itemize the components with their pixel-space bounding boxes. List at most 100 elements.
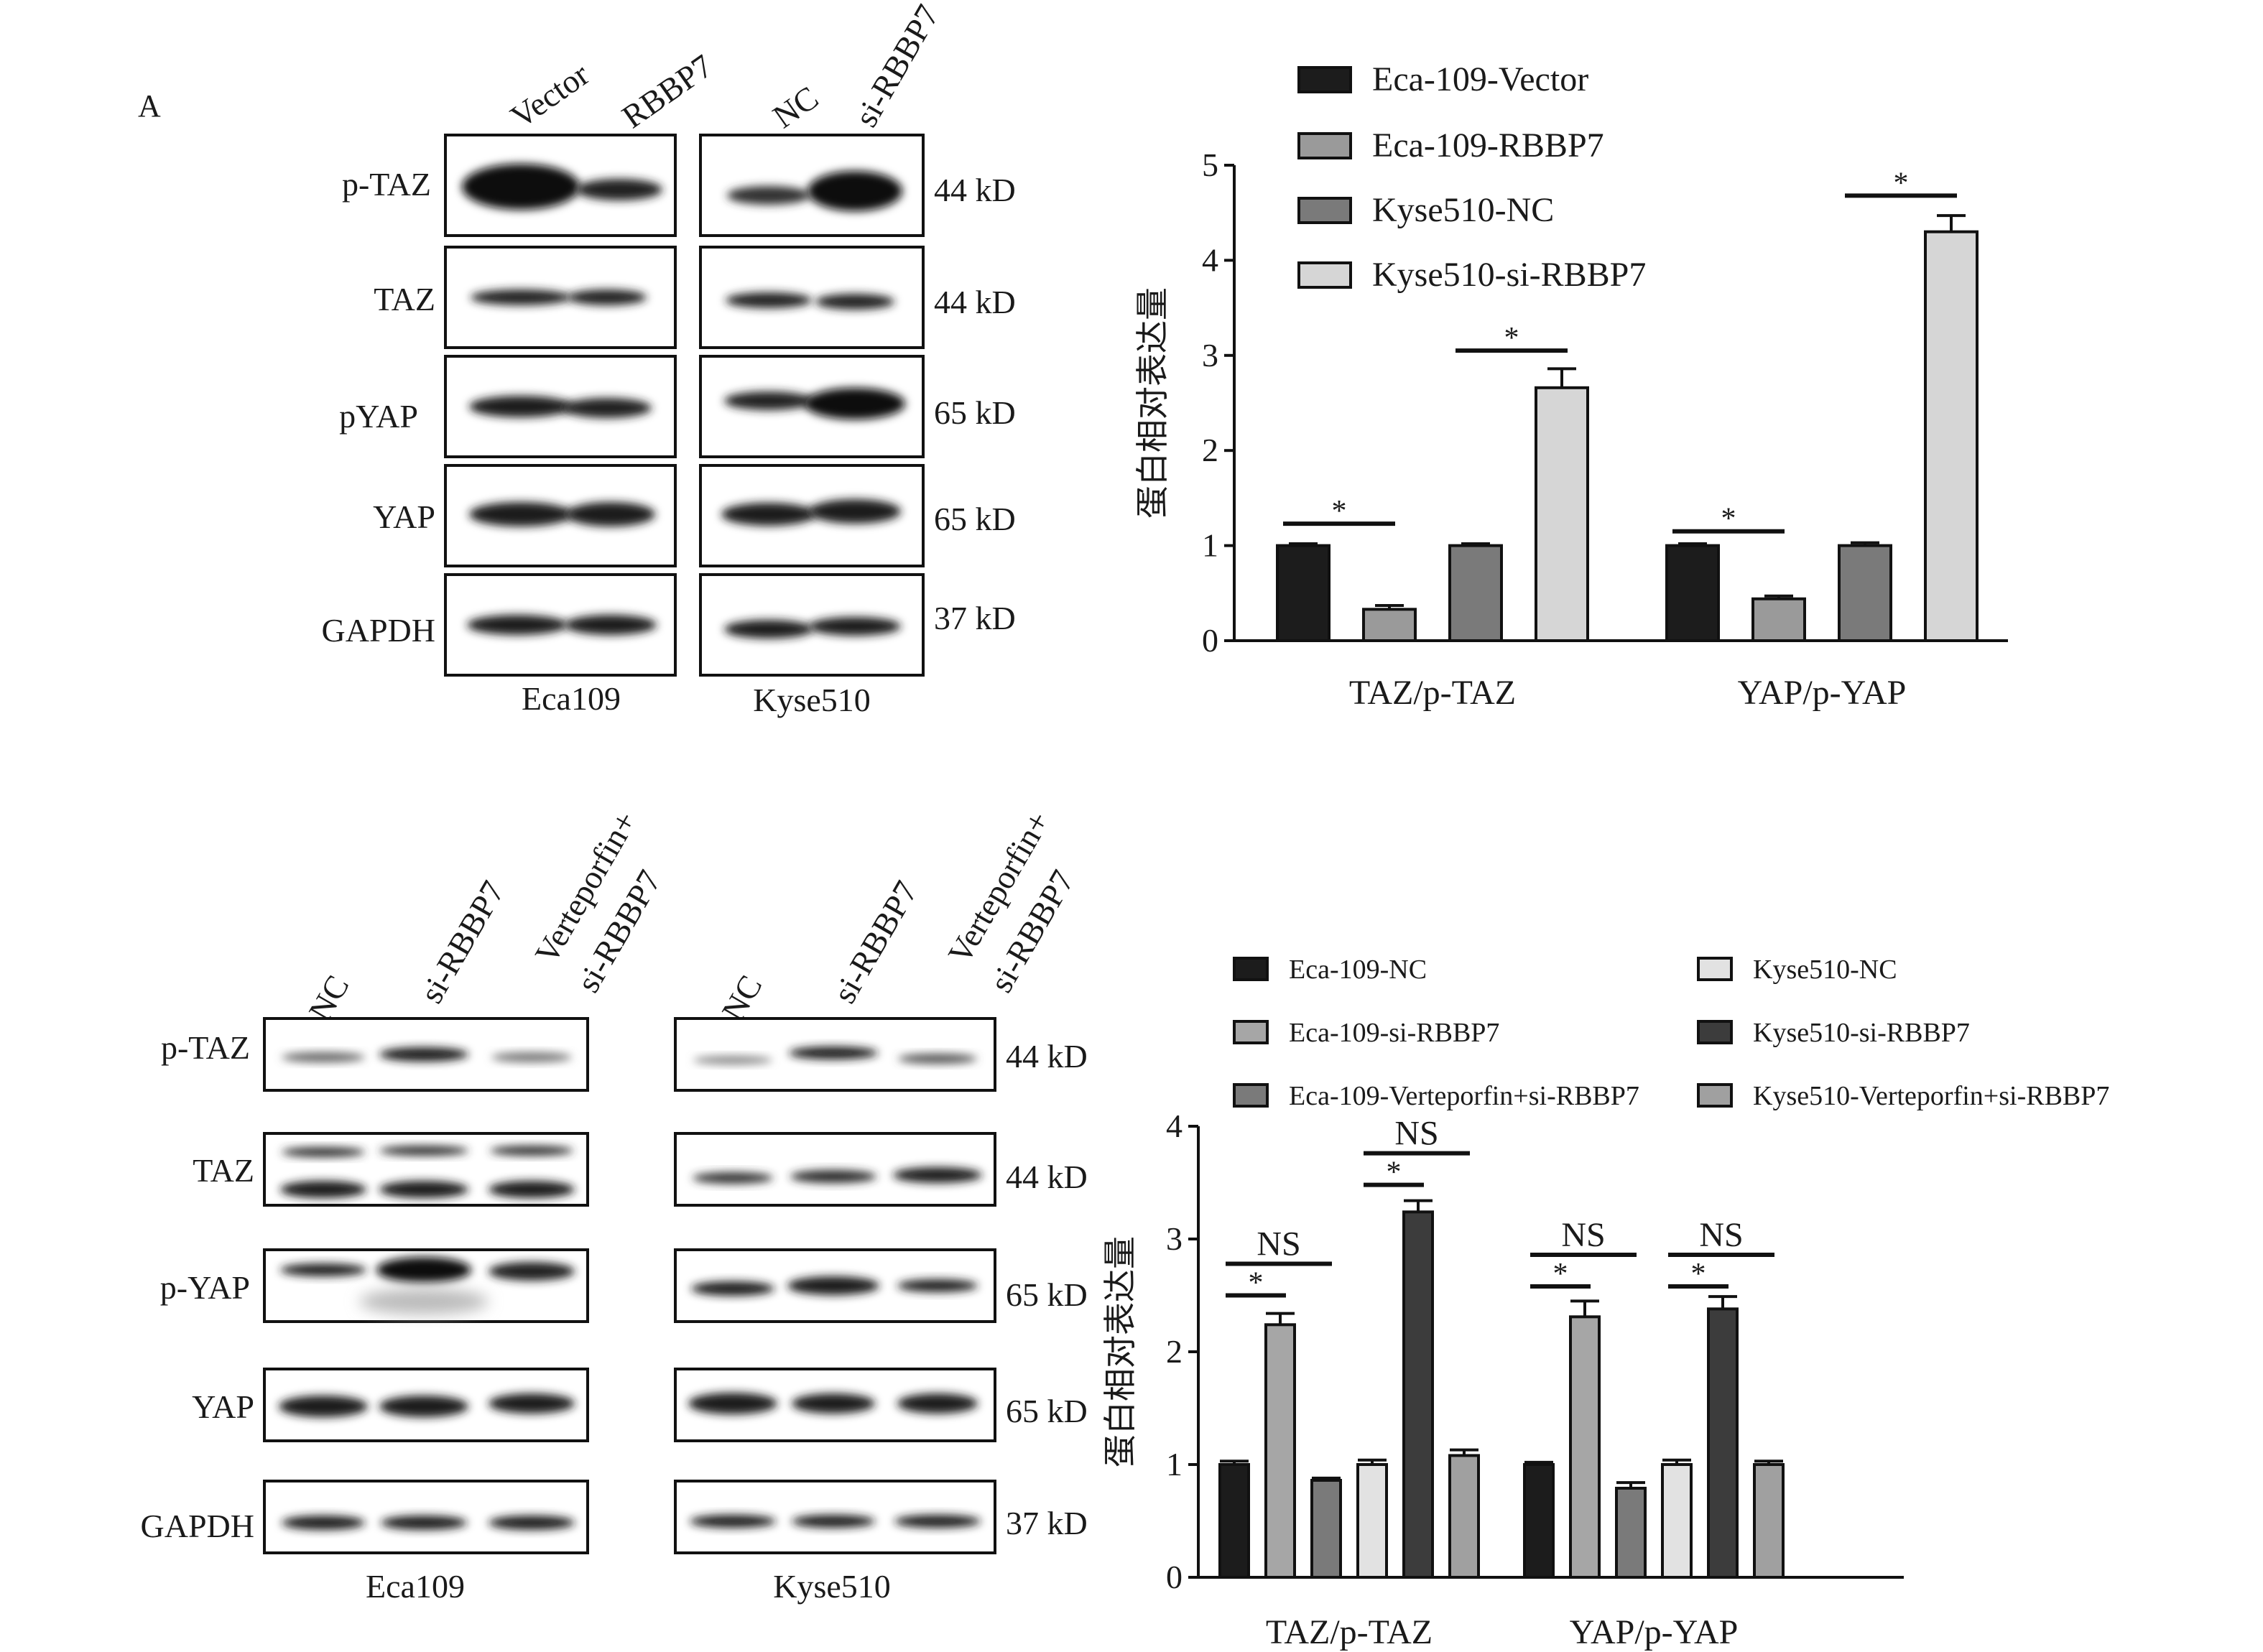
protein-label: pYAP: [339, 398, 418, 435]
band: [724, 620, 813, 639]
y-tick-label: 4: [1166, 1108, 1183, 1144]
bar: [1218, 1463, 1250, 1579]
band: [280, 1263, 366, 1276]
lane-label: si-RBBP7: [412, 875, 511, 1009]
y-tick-label: 3: [1202, 337, 1218, 373]
x-category-label: TAZ/p-TAZ: [1266, 1613, 1433, 1651]
y-tick-label: 4: [1202, 241, 1218, 278]
cell-line-label: Eca109: [522, 680, 621, 717]
significance-label: *: [1691, 1258, 1706, 1291]
molecular-weight: 37 kD: [934, 600, 1016, 636]
band: [471, 289, 571, 305]
bar: [1615, 1486, 1647, 1579]
x-category-label: TAZ/p-TAZ: [1349, 674, 1516, 712]
panel-label: A: [138, 88, 161, 124]
band: [792, 1515, 875, 1528]
band: [467, 615, 568, 635]
molecular-weight: 65 kD: [934, 501, 1016, 537]
bar: [1276, 544, 1331, 642]
legend-swatch: [1697, 957, 1733, 981]
significance-label: NS: [1699, 1216, 1743, 1254]
band: [693, 1172, 773, 1184]
band: [379, 1181, 468, 1198]
bar: [1448, 544, 1503, 642]
band: [489, 1516, 575, 1530]
protein-label: p-YAP: [160, 1269, 250, 1306]
band: [563, 398, 652, 418]
legend-swatch: [1233, 1083, 1269, 1108]
band: [815, 294, 894, 310]
band: [897, 1393, 978, 1414]
band: [805, 388, 905, 419]
bar: [1665, 544, 1720, 642]
band: [379, 1146, 468, 1156]
bottom-western-blot: NC si-RBBP7 Verteporfin+ si-RBBP7 NC si-…: [141, 805, 1088, 1605]
y-axis-label: 蛋白相对表达量: [1102, 1236, 1139, 1467]
band: [726, 292, 812, 308]
bar: [1753, 1463, 1785, 1579]
significance-label: *: [1553, 1258, 1568, 1291]
band: [489, 1393, 575, 1414]
protein-label: GAPDH: [141, 1508, 254, 1544]
x-category-label: YAP/p-YAP: [1738, 674, 1907, 712]
legend-label: Kyse510-si-RBBP7: [1372, 256, 1646, 294]
lane-label: Vector: [504, 56, 596, 136]
bar: [1751, 597, 1806, 643]
molecular-weight: 44 kD: [934, 284, 1016, 320]
band: [790, 1170, 876, 1183]
y-tick-label: 1: [1202, 527, 1218, 564]
cell-line-label: Kyse510: [753, 682, 871, 718]
bottom-bar-chart: 01234蛋白相对表达量TAZ/p-TAZ*NS*NSYAP/p-YAP*NS*…: [1102, 955, 2109, 1651]
y-tick-label: 2: [1166, 1333, 1183, 1370]
bar: [1661, 1463, 1693, 1579]
band: [721, 503, 816, 526]
y-tick-label: 3: [1166, 1220, 1183, 1257]
band: [491, 1052, 572, 1062]
y-tick-label: 2: [1202, 432, 1218, 468]
y-tick-label: 0: [1166, 1559, 1183, 1595]
band: [280, 1181, 366, 1198]
band: [469, 396, 573, 417]
legend-label: Kyse510-si-RBBP7: [1753, 1018, 1970, 1048]
molecular-weight: 65 kD: [1006, 1276, 1088, 1313]
band: [462, 164, 580, 210]
band: [893, 1167, 982, 1183]
band: [688, 1393, 777, 1414]
bar: [1707, 1307, 1739, 1579]
band: [894, 1515, 981, 1528]
band: [576, 179, 662, 200]
significance-label: *: [1504, 322, 1519, 355]
molecular-weight: 44 kD: [1006, 1159, 1088, 1195]
top-western-blot: Vector RBBP7 NC si-RBBP7 p-TAZ TAZ pYAP …: [322, 0, 1016, 718]
lane-label: si-RBBP7: [825, 875, 924, 1009]
legend-swatch: [1297, 261, 1352, 289]
legend-label: Kyse510-NC: [1372, 191, 1554, 229]
bar: [1310, 1478, 1342, 1579]
significance-label: *: [1387, 1156, 1402, 1189]
protein-label: YAP: [192, 1388, 254, 1425]
legend-swatch: [1697, 1020, 1733, 1044]
band: [379, 1396, 468, 1417]
band: [282, 1052, 365, 1062]
legend-swatch: [1697, 1083, 1733, 1108]
band: [897, 1279, 978, 1292]
band: [376, 1257, 471, 1283]
band: [792, 1393, 875, 1414]
bar: [1448, 1454, 1480, 1579]
bar: [1402, 1210, 1434, 1579]
band: [490, 1146, 573, 1156]
band: [489, 1262, 575, 1281]
band: [787, 1276, 879, 1295]
legend-label: Eca-109-si-RBBP7: [1289, 1018, 1499, 1048]
significance-label: NS: [1561, 1216, 1605, 1254]
band: [469, 502, 573, 526]
band: [279, 1396, 368, 1417]
band: [489, 1181, 575, 1198]
band: [359, 1289, 489, 1314]
bar: [1523, 1463, 1555, 1579]
lane-label: RBBP7: [615, 47, 718, 135]
molecular-weight: 65 kD: [934, 394, 1016, 431]
legend-label: Kyse510-Verteporfin+si-RBBP7: [1753, 1081, 2109, 1111]
band: [282, 1516, 365, 1530]
